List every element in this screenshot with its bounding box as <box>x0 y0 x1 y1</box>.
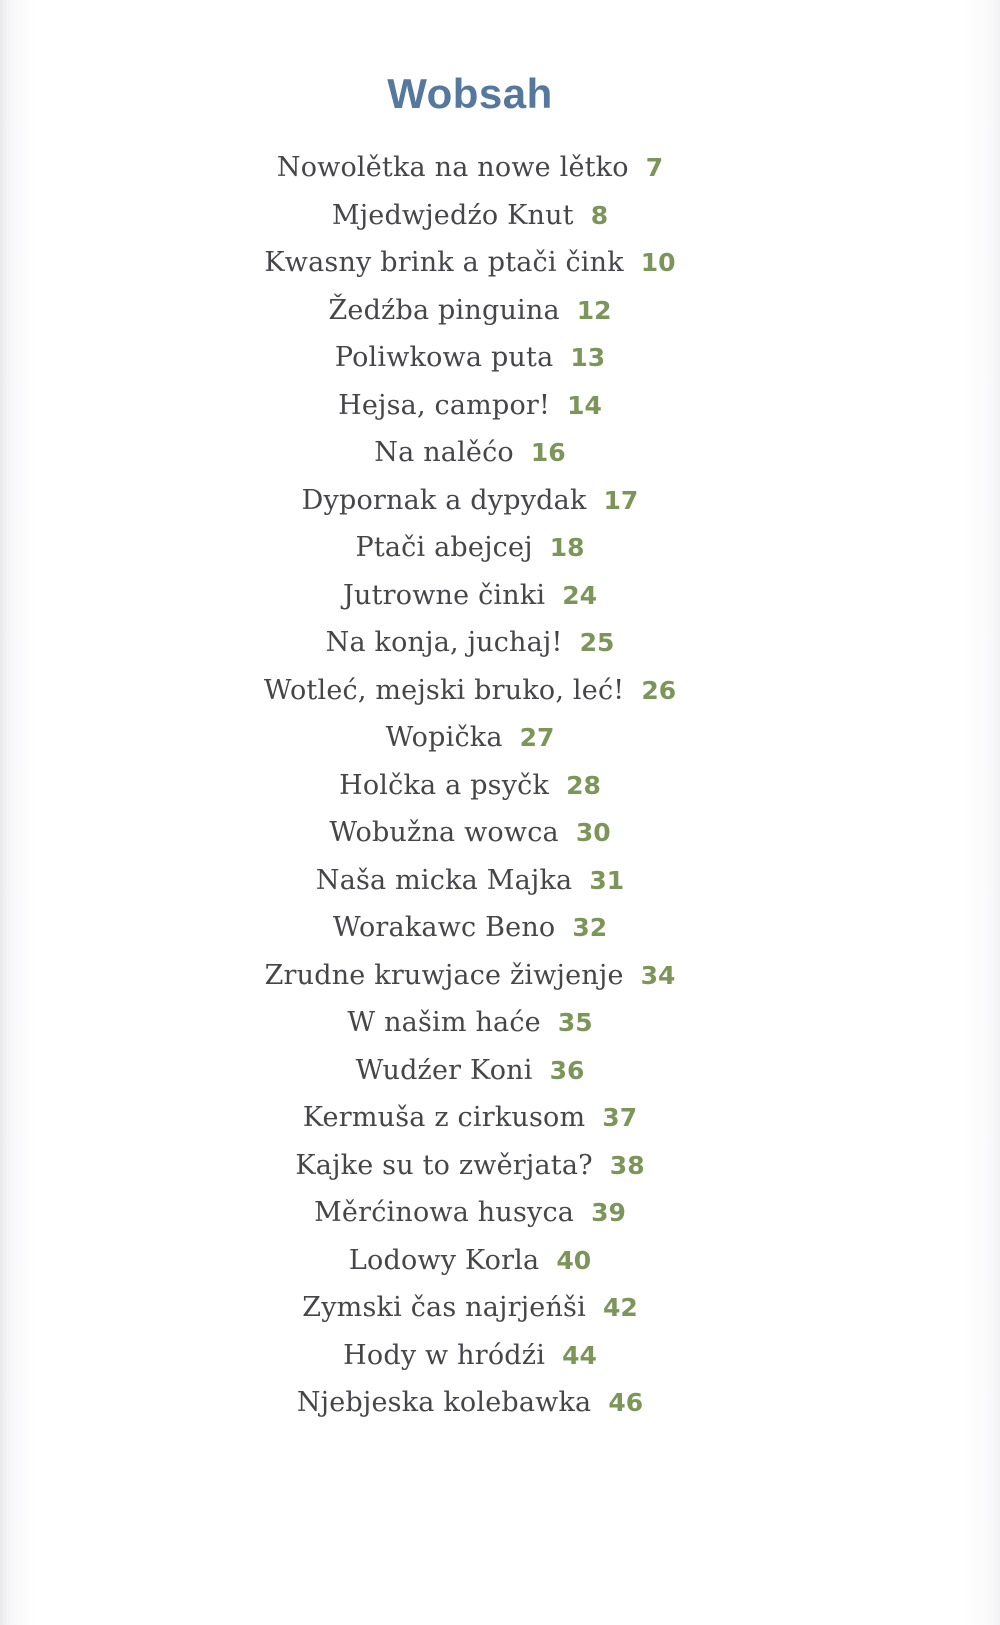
toc-row: Poliwkowa puta 13 <box>0 334 970 382</box>
toc-entry-label: Kermuša z cirkusom <box>302 1102 586 1134</box>
toc-entry-label: Na konja, juchaj! <box>325 627 563 659</box>
toc-row: Wudźer Koni 36 <box>0 1047 970 1095</box>
toc-row: Worakawc Beno 32 <box>0 904 970 952</box>
toc-entry-page: 14 <box>567 390 602 420</box>
toc-entry-label: Ptači abejcej <box>355 532 533 564</box>
toc-list: Nowolětka na nowe lětko 7 Mjedwjedźo Knu… <box>0 144 970 1427</box>
toc-entry-page: 37 <box>602 1103 638 1133</box>
toc-entry-label: Kajke su to zwěrjata? <box>295 1149 593 1181</box>
toc-entry-label: Měrćinowa husyca <box>314 1197 575 1229</box>
toc-entry-label: Žedźba pinguina <box>328 294 560 326</box>
toc-entry-label: Lodowy Korla <box>348 1244 540 1276</box>
toc-row: Wobužna wowca 30 <box>0 809 970 857</box>
toc-row: Wopička 27 <box>0 714 970 762</box>
toc-entry-label: Wopička <box>385 722 503 754</box>
toc-entry-page: 40 <box>556 1245 592 1275</box>
toc-entry-label: Hejsa, campor! <box>338 389 551 421</box>
toc-entry-label: Worakawc Beno <box>332 912 556 944</box>
toc-entry-page: 27 <box>519 723 555 753</box>
toc-entry-label: Poliwkowa puta <box>334 342 554 374</box>
toc-entry-page: 35 <box>557 1008 593 1038</box>
toc-entry-label: Kwasny brink a ptači čink <box>264 247 624 279</box>
toc-entry-page: 8 <box>590 200 609 230</box>
toc-entry-label: Wobužna wowca <box>329 817 559 849</box>
toc-row: Hody w hródźi 44 <box>0 1332 970 1380</box>
toc-entry-page: 7 <box>645 153 664 183</box>
toc-entry-label: Nowolětka na nowe lětko <box>276 152 629 184</box>
toc-entry-page: 12 <box>576 295 612 325</box>
toc-row: Mjedwjedźo Knut 8 <box>0 192 970 240</box>
toc-entry-page: 10 <box>640 248 676 278</box>
toc-entry-label: Dypornak a dypydak <box>301 484 587 516</box>
toc-entry-page: 42 <box>602 1293 638 1323</box>
toc-entry-page: 24 <box>562 580 598 610</box>
toc-row: Měrćinowa husyca 39 <box>0 1189 970 1237</box>
toc-row: Njebjeska kolebawka 46 <box>0 1379 970 1427</box>
toc-entry-label: Jutrowne činki <box>342 579 546 611</box>
toc-entry-label: W našim haće <box>347 1007 541 1039</box>
toc-entry-label: Wotleć, mejski bruko, leć! <box>263 674 625 706</box>
toc-row: Jutrowne činki 24 <box>0 572 970 620</box>
toc-content: Wobsah Nowolětka na nowe lětko 7 Mjedwje… <box>0 72 970 1427</box>
toc-row: Kwasny brink a ptači čink 10 <box>0 239 970 287</box>
toc-row: Wotleć, mejski bruko, leć! 26 <box>0 667 970 715</box>
toc-row: Zrudne kruwjace žiwjenje 34 <box>0 952 970 1000</box>
toc-row: Dypornak a dypydak 17 <box>0 477 970 525</box>
toc-entry-label: Zrudne kruwjace žiwjenje <box>264 959 624 991</box>
toc-row: Ptači abejcej 18 <box>0 524 970 572</box>
toc-row: Žedźba pinguina 12 <box>0 287 970 335</box>
toc-entry-page: 39 <box>591 1198 626 1228</box>
toc-entry-page: 17 <box>603 485 639 515</box>
toc-entry-page: 30 <box>575 818 611 848</box>
toc-entry-page: 46 <box>608 1388 644 1418</box>
toc-entry-page: 44 <box>562 1340 597 1370</box>
toc-entry-label: Wudźer Koni <box>355 1054 533 1086</box>
toc-row: Kajke su to zwěrjata? 38 <box>0 1142 970 1190</box>
toc-entry-page: 34 <box>640 960 676 990</box>
toc-entry-label: Mjedwjedźo Knut <box>331 199 574 231</box>
toc-row: Hejsa, campor! 14 <box>0 382 970 430</box>
toc-entry-page: 31 <box>589 865 625 895</box>
toc-row: Naša micka Majka 31 <box>0 857 970 905</box>
toc-entry-page: 16 <box>530 438 566 468</box>
toc-row: Lodowy Korla 40 <box>0 1237 970 1285</box>
toc-entry-label: Holčka a psyčk <box>339 769 550 801</box>
toc-entry-label: Njebjeska kolebawka <box>296 1387 592 1419</box>
toc-row: Kermuša z cirkusom 37 <box>0 1094 970 1142</box>
toc-entry-page: 36 <box>549 1055 585 1085</box>
page-title: Wobsah <box>387 70 553 117</box>
toc-entry-page: 18 <box>549 533 585 563</box>
toc-entry-page: 26 <box>641 675 677 705</box>
toc-row: Holčka a psyčk 28 <box>0 762 970 810</box>
toc-entry-label: Zymski čas najrjeńši <box>302 1292 586 1324</box>
toc-entry-page: 13 <box>570 343 606 373</box>
toc-entry-page: 38 <box>609 1150 645 1180</box>
toc-entry-label: Hody w hródźi <box>343 1339 546 1371</box>
toc-row: Nowolětka na nowe lětko 7 <box>0 144 970 192</box>
toc-row: Na konja, juchaj! 25 <box>0 619 970 667</box>
toc-row: W našim haće 35 <box>0 999 970 1047</box>
toc-entry-label: Na nalěćo <box>374 437 514 469</box>
toc-row: Zymski čas najrjeńši 42 <box>0 1284 970 1332</box>
toc-entry-page: 28 <box>566 770 601 800</box>
toc-entry-page: 25 <box>579 628 615 658</box>
toc-row: Na nalěćo 16 <box>0 429 970 477</box>
toc-entry-page: 32 <box>572 913 608 943</box>
toc-entry-label: Naša micka Majka <box>315 864 573 896</box>
